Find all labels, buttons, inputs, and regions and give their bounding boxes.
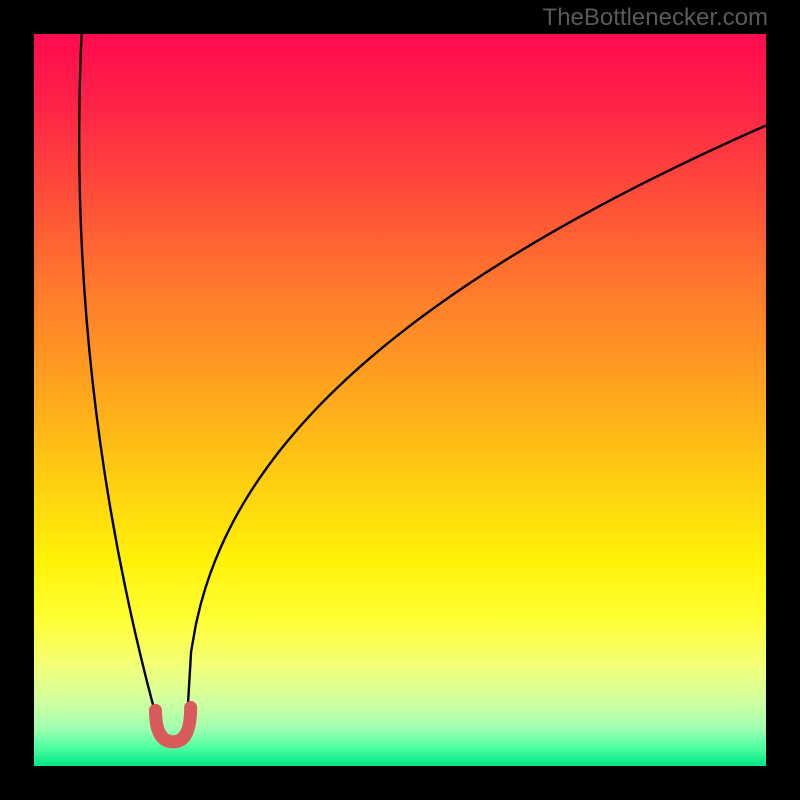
watermark-text: TheBottlenecker.com (543, 4, 768, 32)
trough-marker (156, 707, 191, 741)
plot-area (34, 34, 766, 766)
curve-layer (34, 34, 766, 766)
